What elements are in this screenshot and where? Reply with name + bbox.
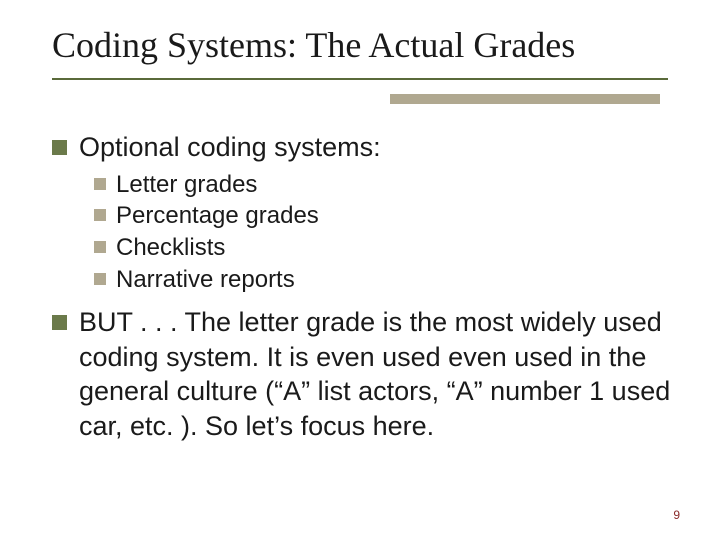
- square-bullet-icon: [94, 241, 106, 253]
- bullet-text: Percentage grades: [116, 200, 319, 232]
- sub-bullet-group: Letter grades Percentage grades Checklis…: [94, 169, 680, 296]
- slide-title: Coding Systems: The Actual Grades: [52, 26, 668, 66]
- bullet-text: Letter grades: [116, 169, 257, 201]
- slide: Coding Systems: The Actual Grades Option…: [0, 0, 720, 540]
- square-bullet-icon: [94, 273, 106, 285]
- bullet-text: Optional coding systems:: [79, 130, 680, 165]
- accent-bar: [390, 94, 660, 104]
- bullet-lvl2: Checklists: [94, 232, 680, 264]
- bullet-text: Narrative reports: [116, 264, 295, 296]
- bullet-text: BUT . . . The letter grade is the most w…: [79, 305, 680, 443]
- square-bullet-icon: [52, 315, 67, 330]
- slide-body: Optional coding systems: Letter grades P…: [52, 130, 680, 447]
- square-bullet-icon: [52, 140, 67, 155]
- bullet-text: Checklists: [116, 232, 225, 264]
- bullet-lvl2: Letter grades: [94, 169, 680, 201]
- bullet-lvl1: Optional coding systems:: [52, 130, 680, 165]
- square-bullet-icon: [94, 178, 106, 190]
- square-bullet-icon: [94, 209, 106, 221]
- bullet-lvl2: Percentage grades: [94, 200, 680, 232]
- title-underline: [52, 78, 668, 80]
- bullet-lvl2: Narrative reports: [94, 264, 680, 296]
- bullet-lvl1: BUT . . . The letter grade is the most w…: [52, 305, 680, 443]
- page-number: 9: [673, 508, 680, 522]
